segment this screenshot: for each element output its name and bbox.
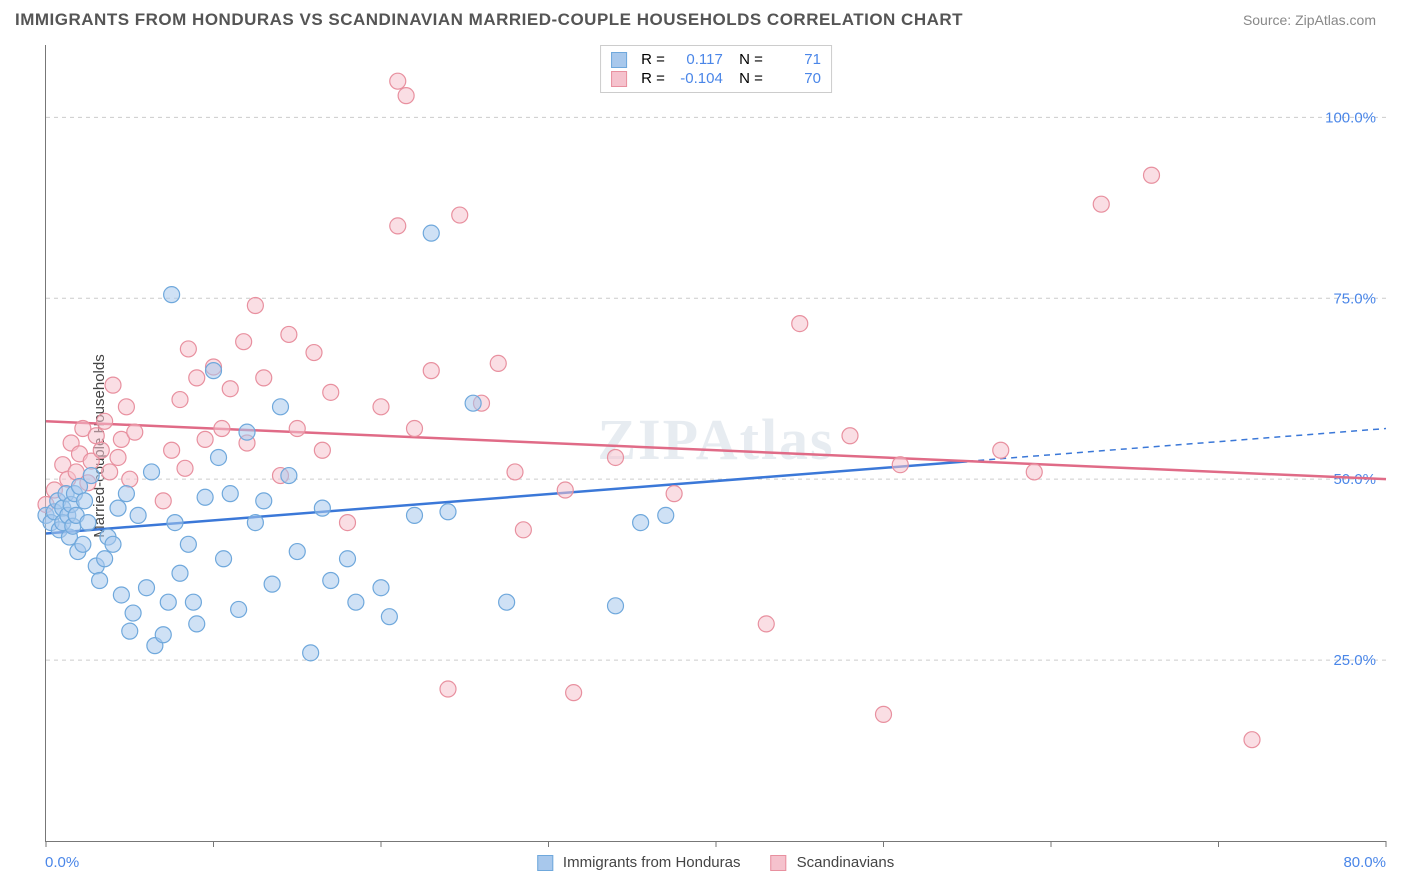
stats-n-label: N =	[731, 70, 763, 87]
chart-title: IMMIGRANTS FROM HONDURAS VS SCANDINAVIAN…	[15, 10, 963, 30]
stats-swatch-blue	[611, 52, 627, 68]
stats-r-pink: -0.104	[673, 70, 723, 87]
x-axis-max: 80.0%	[1343, 854, 1386, 871]
plot-area: ZIPAtlas 25.0%50.0%75.0%100.0% R = 0.117…	[45, 45, 1386, 842]
x-axis-min: 0.0%	[45, 854, 79, 871]
stats-n-label: N =	[731, 51, 763, 68]
stats-swatch-pink	[611, 71, 627, 87]
x-axis-labels: 0.0% 80.0% Immigrants from Honduras Scan…	[45, 854, 1386, 874]
svg-text:100.0%: 100.0%	[1325, 109, 1376, 126]
legend-label-blue: Immigrants from Honduras	[563, 854, 741, 871]
stats-r-label: R =	[641, 51, 665, 68]
legend-swatch-pink	[770, 855, 786, 871]
svg-text:75.0%: 75.0%	[1333, 290, 1376, 307]
legend-swatch-blue	[537, 855, 553, 871]
scatter-svg: 25.0%50.0%75.0%100.0%	[46, 45, 1386, 841]
bottom-legend: Immigrants from Honduras Scandinavians	[537, 854, 894, 871]
legend-item-pink: Scandinavians	[770, 854, 894, 871]
legend-label-pink: Scandinavians	[797, 854, 895, 871]
stats-row-pink: R = -0.104 N = 70	[611, 69, 821, 88]
stats-row-blue: R = 0.117 N = 71	[611, 50, 821, 69]
svg-text:25.0%: 25.0%	[1333, 652, 1376, 669]
stats-legend: R = 0.117 N = 71 R = -0.104 N = 70	[600, 45, 832, 93]
stats-r-label: R =	[641, 70, 665, 87]
stats-r-blue: 0.117	[673, 51, 723, 68]
legend-item-blue: Immigrants from Honduras	[537, 854, 741, 871]
stats-n-blue: 71	[771, 51, 821, 68]
stats-n-pink: 70	[771, 70, 821, 87]
source-label: Source: ZipAtlas.com	[1243, 12, 1376, 28]
